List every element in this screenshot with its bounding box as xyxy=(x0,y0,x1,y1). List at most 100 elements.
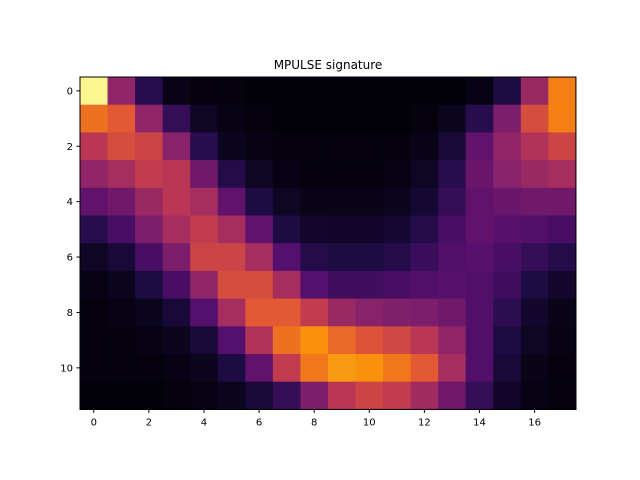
heatmap-cell xyxy=(80,354,109,383)
heatmap-cell xyxy=(520,77,549,106)
heatmap-cell xyxy=(272,381,301,410)
heatmap-cell xyxy=(135,381,164,410)
heatmap-cell xyxy=(410,326,439,355)
heatmap-cell xyxy=(465,187,494,217)
x-tick-label: 12 xyxy=(418,417,431,428)
heatmap-cell xyxy=(410,215,439,244)
heatmap-cell xyxy=(245,298,274,327)
heatmap-cell xyxy=(520,298,549,327)
heatmap-cell xyxy=(217,298,246,327)
heatmap-cell xyxy=(548,243,577,272)
heatmap-cell xyxy=(190,243,219,272)
heatmap-cell xyxy=(493,160,522,189)
y-axis: 0 2 4 6 8 10 xyxy=(60,86,80,374)
heatmap-cell xyxy=(355,160,384,189)
heatmap-cell xyxy=(520,354,549,383)
heatmap-cell xyxy=(245,132,274,161)
heatmap-cell xyxy=(327,77,357,106)
heatmap-cell xyxy=(217,243,246,272)
heatmap-cell xyxy=(272,354,301,383)
heatmap-cell xyxy=(272,104,301,133)
heatmap-cell xyxy=(465,77,494,106)
heatmap-cell xyxy=(107,243,136,272)
heatmap-cell xyxy=(135,215,164,244)
heatmap-cell xyxy=(410,187,439,217)
x-tick-label: 6 xyxy=(256,417,262,428)
heatmap-cell xyxy=(355,270,384,300)
heatmap-cell xyxy=(80,243,109,272)
heatmap-cell xyxy=(245,381,274,410)
heatmap-cell xyxy=(383,132,412,161)
heatmap-cell xyxy=(245,354,274,383)
heatmap-cell xyxy=(162,270,191,300)
heatmap-cell xyxy=(548,132,577,161)
heatmap-cells xyxy=(80,77,577,410)
heatmap-cell xyxy=(217,132,246,161)
heatmap-cell xyxy=(272,215,301,244)
heatmap-cell xyxy=(548,298,577,327)
heatmap-cell xyxy=(548,326,577,355)
heatmap-cell xyxy=(272,187,301,217)
heatmap-cell xyxy=(162,326,191,355)
heatmap-cell xyxy=(548,187,577,217)
heatmap-cell xyxy=(162,104,191,133)
heatmap-cell xyxy=(383,381,412,410)
heatmap-cell xyxy=(355,381,384,410)
heatmap-cell xyxy=(383,104,412,133)
heatmap-cell xyxy=(383,326,412,355)
heatmap-cell xyxy=(300,381,329,410)
heatmap-cell xyxy=(493,298,522,327)
heatmap-cell xyxy=(245,215,274,244)
heatmap-cell xyxy=(80,215,109,244)
y-tick-label: 8 xyxy=(67,308,73,319)
heatmap-cell xyxy=(300,104,329,133)
y-tick-label: 6 xyxy=(67,253,73,264)
y-tick-label: 4 xyxy=(67,197,73,208)
heatmap-cell xyxy=(355,104,384,133)
heatmap-cell xyxy=(493,354,522,383)
heatmap-cell xyxy=(383,215,412,244)
heatmap-cell xyxy=(327,215,357,244)
heatmap-cell xyxy=(80,270,109,300)
heatmap-cell xyxy=(410,381,439,410)
heatmap-cell xyxy=(190,132,219,161)
heatmap-cell xyxy=(107,104,136,133)
heatmap-cell xyxy=(438,298,467,327)
heatmap-cell xyxy=(355,187,384,217)
heatmap-cell xyxy=(272,298,301,327)
heatmap-cell xyxy=(410,104,439,133)
heatmap-cell xyxy=(80,160,109,189)
heatmap-cell xyxy=(438,160,467,189)
x-tick-label: 2 xyxy=(146,417,152,428)
heatmap-cell xyxy=(493,381,522,410)
heatmap-cell xyxy=(80,132,109,161)
heatmap-cell xyxy=(245,326,274,355)
heatmap-cell xyxy=(493,215,522,244)
heatmap-cell xyxy=(272,326,301,355)
heatmap-cell xyxy=(383,354,412,383)
heatmap-cell xyxy=(493,104,522,133)
heatmap-cell xyxy=(272,270,301,300)
heatmap-cell xyxy=(245,104,274,133)
heatmap-cell xyxy=(327,270,357,300)
heatmap-cell xyxy=(217,104,246,133)
heatmap-cell xyxy=(548,270,577,300)
y-tick-label: 0 xyxy=(67,86,73,97)
heatmap-cell xyxy=(410,243,439,272)
heatmap-cell xyxy=(245,160,274,189)
heatmap-cell xyxy=(80,298,109,327)
heatmap-cell xyxy=(355,354,384,383)
heatmap-cell xyxy=(493,77,522,106)
heatmap-cell xyxy=(383,270,412,300)
x-tick-label: 0 xyxy=(91,417,97,428)
heatmap-cell xyxy=(190,381,219,410)
heatmap-cell xyxy=(548,381,577,410)
heatmap-cell xyxy=(493,270,522,300)
heatmap-cell xyxy=(107,270,136,300)
heatmap-cell xyxy=(327,298,357,327)
heatmap-cell xyxy=(300,243,329,272)
heatmap-cell xyxy=(80,104,109,133)
heatmap-cell xyxy=(438,215,467,244)
heatmap-cell xyxy=(190,160,219,189)
heatmap-cell xyxy=(190,298,219,327)
